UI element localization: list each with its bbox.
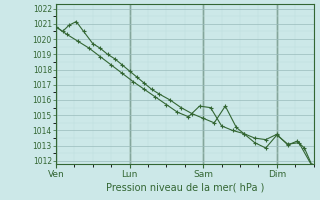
X-axis label: Pression niveau de la mer( hPa ): Pression niveau de la mer( hPa ) (106, 183, 264, 193)
